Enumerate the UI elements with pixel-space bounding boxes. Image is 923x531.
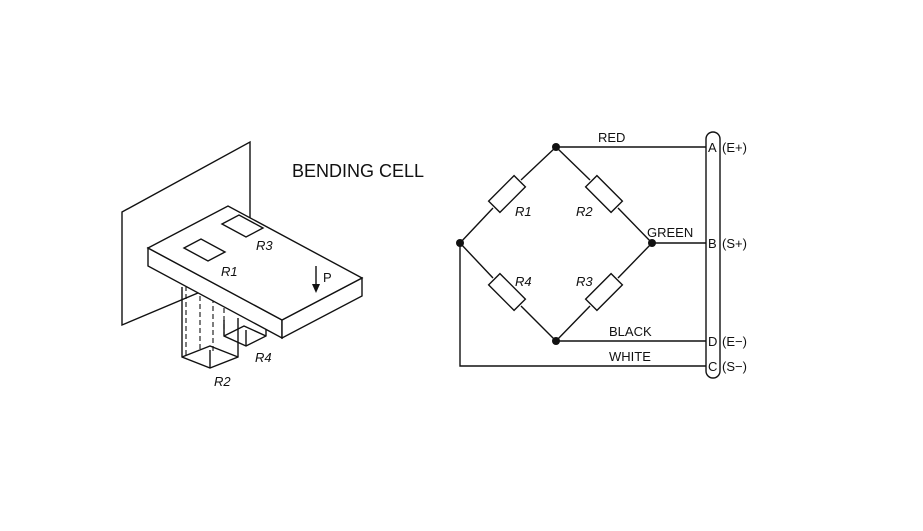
resistor-r3 — [584, 272, 624, 312]
bridge-label-r2: R2 — [576, 204, 593, 219]
bridge-label-r3: R3 — [576, 274, 593, 289]
terminal-strip — [705, 131, 721, 379]
terminal-b-signal: (S+) — [722, 236, 747, 251]
wire-label-green: GREEN — [647, 225, 693, 240]
terminal-c-letter: C — [708, 359, 717, 374]
lower-beam-r4-top — [223, 325, 267, 337]
resistor-r2 — [584, 174, 624, 214]
terminal-c-signal: (S−) — [722, 359, 747, 374]
plate-top-face — [146, 205, 364, 321]
bending-cell-drawing: P R1 R3 R4 R2 — [121, 140, 364, 389]
terminal-d-signal: (E−) — [722, 334, 747, 349]
node-bottom — [552, 337, 560, 345]
cell-gauge-label-r4: R4 — [255, 350, 272, 365]
wheatstone-bridge: R1 R2 R4 R3 RED GREEN BLACK WHITE A B D … — [456, 130, 747, 379]
resistor-r4 — [487, 272, 527, 312]
wire-label-black: BLACK — [609, 324, 652, 339]
resistor-r1 — [487, 174, 527, 214]
gauge-pad-r1 — [182, 238, 227, 262]
load-label: P — [323, 270, 332, 285]
bridge-label-r4: R4 — [515, 274, 532, 289]
wire-label-red: RED — [598, 130, 625, 145]
lower-beam-r2-top — [181, 345, 239, 358]
wire-white — [459, 243, 708, 367]
load-arrow-head — [312, 284, 320, 293]
terminal-b-letter: B — [708, 236, 717, 251]
node-top — [552, 143, 560, 151]
cell-gauge-label-r2: R2 — [214, 374, 231, 389]
bridge-label-r1: R1 — [515, 204, 532, 219]
wire-label-white: WHITE — [609, 349, 651, 364]
gauge-pad-r3 — [220, 214, 265, 238]
node-right — [648, 239, 656, 247]
diagram-title: BENDING CELL — [292, 161, 424, 181]
terminal-d-letter: D — [708, 334, 717, 349]
node-left — [456, 239, 464, 247]
terminal-a-signal: (E+) — [722, 140, 747, 155]
cell-gauge-label-r3: R3 — [256, 238, 273, 253]
cell-gauge-label-r1: R1 — [221, 264, 238, 279]
terminal-a-letter: A — [708, 140, 717, 155]
bridge-arms — [459, 146, 653, 342]
